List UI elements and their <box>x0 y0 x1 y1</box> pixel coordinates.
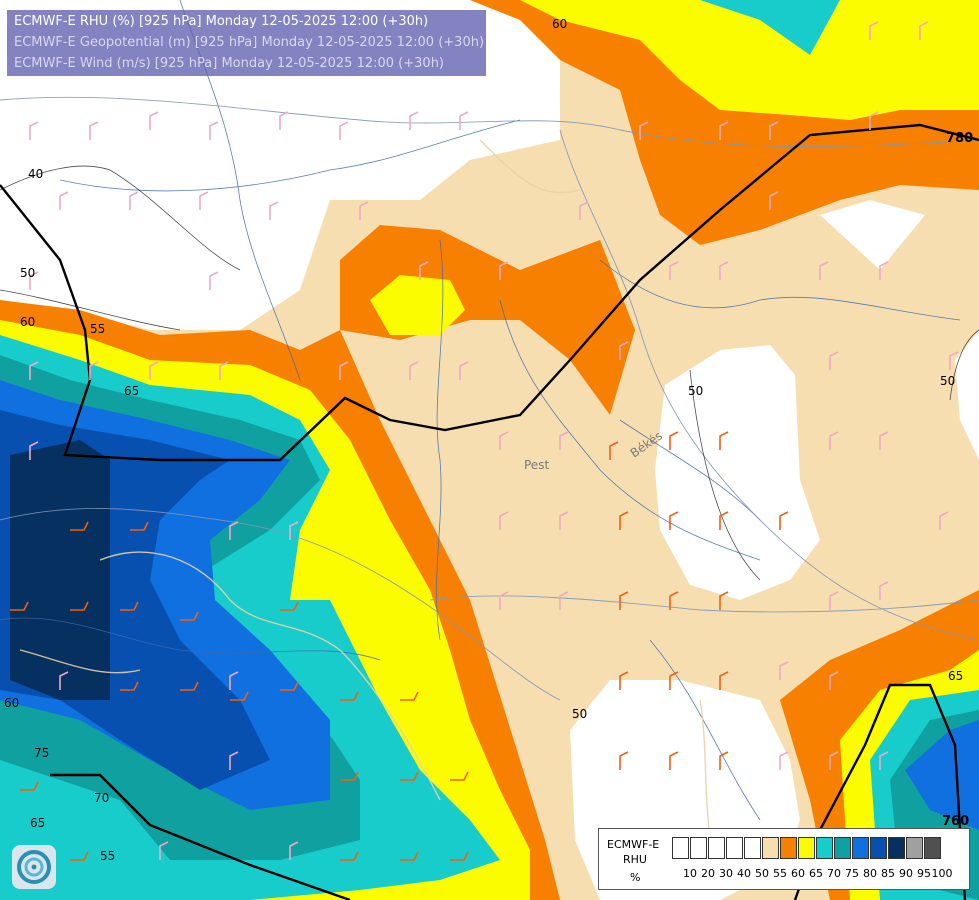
contour-label: 60 <box>4 696 19 710</box>
geopotential-label-780: 780 <box>946 131 973 146</box>
legend-swatch <box>888 837 905 859</box>
legend-tick-label: 90 <box>899 867 913 880</box>
contour-label: 60 <box>20 315 35 329</box>
legend-swatch <box>744 837 761 859</box>
legend-unit: % <box>630 871 641 884</box>
geopotential-label-760: 760 <box>942 814 969 829</box>
legend-tick-label: 10 <box>683 867 697 880</box>
rhu-area-yellow-center <box>370 275 465 335</box>
contour-label: 65 <box>124 384 139 398</box>
legend-swatch <box>834 837 851 859</box>
legend-tick-label: 85 <box>881 867 895 880</box>
rhu-area-navy-west <box>10 440 110 700</box>
contour-label: 60 <box>552 17 567 31</box>
contour-label: 75 <box>34 746 49 760</box>
wind-barbs <box>10 21 959 861</box>
legend-title-model: ECMWF-E <box>607 838 660 851</box>
rhu-area-white-northwest <box>0 0 560 330</box>
legend-swatch <box>852 837 869 859</box>
rhu-area-yellow-north <box>520 0 979 120</box>
legend-tick-label: 40 <box>737 867 751 880</box>
rhu-area-orange-center <box>340 225 635 415</box>
title-wind: ECMWF-E Wind (m/s) [925 hPa] Monday 12-0… <box>14 56 445 71</box>
legend-tick-label: 50 <box>755 867 769 880</box>
legend-tick-label: 55 <box>773 867 787 880</box>
legend-tick-label: 70 <box>827 867 841 880</box>
legend-tick-label: 30 <box>719 867 733 880</box>
contour-label: 65 <box>30 816 45 830</box>
legend-swatch <box>780 837 797 859</box>
contour-label: 50 <box>572 707 587 721</box>
contour-label: 65 <box>948 669 963 683</box>
legend-tick-label: 75 <box>845 867 859 880</box>
legend-swatch <box>762 837 779 859</box>
geopotential-contours <box>0 123 979 900</box>
legend-swatch <box>798 837 815 859</box>
contour-label: 70 <box>94 791 109 805</box>
rhu-area-white-far-east <box>955 330 979 460</box>
legend-swatch <box>726 837 743 859</box>
region-label-pest: Pest <box>524 458 549 472</box>
contour-label: 50 <box>688 384 703 398</box>
rhu-area-cyan-north <box>700 0 840 55</box>
legend-swatch <box>816 837 833 859</box>
title-geopotential: ECMWF-E Geopotential (m) [925 hPa] Monda… <box>14 35 485 50</box>
legend-tick-label: 80 <box>863 867 877 880</box>
rhu-contour-lines <box>0 165 979 581</box>
contour-label: 50 <box>20 266 35 280</box>
contour-label: 40 <box>28 167 43 181</box>
legend-tick-label: 60 <box>791 867 805 880</box>
legend-swatch <box>906 837 923 859</box>
legend-title-variable: RHU <box>623 853 647 866</box>
rhu-area-white-northeast <box>820 200 925 270</box>
title-overlay: ECMWF-E RHU (%) [925 hPa] Monday 12-05-2… <box>7 10 486 76</box>
legend-swatch <box>870 837 887 859</box>
rhu-contour-labels: 40 50 55 60 65 60 75 70 65 55 50 50 50 6… <box>4 17 963 893</box>
legend-tick-label: 95 <box>917 867 931 880</box>
rhu-area-blue-southeast <box>905 720 979 830</box>
contour-label: 55 <box>100 849 115 863</box>
contour-label: 50 <box>940 374 955 388</box>
legend-swatch <box>708 837 725 859</box>
legend-tick-label: 20 <box>701 867 715 880</box>
legend-tick-label: 100 <box>931 867 953 880</box>
rhu-area-white-east <box>655 345 820 600</box>
contour-label: 55 <box>90 322 105 336</box>
legend-tick-label: 65 <box>809 867 823 880</box>
legend: ECMWF-E RHU % 10 20 30 40 50 55 60 65 70 75 80 85 90… <box>598 828 970 890</box>
ecmwf-logo-icon <box>12 845 56 889</box>
legend-swatch <box>924 837 941 859</box>
legend-swatch <box>672 837 689 859</box>
geopotential-labels: 780 760 <box>942 131 973 829</box>
borders <box>0 96 979 701</box>
legend-swatch <box>690 837 707 859</box>
title-rhu: ECMWF-E RHU (%) [925 hPa] Monday 12-05-2… <box>14 14 429 29</box>
